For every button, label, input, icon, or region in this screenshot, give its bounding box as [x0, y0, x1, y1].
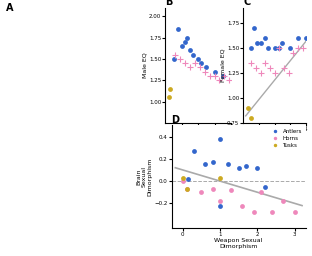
Point — [258, 41, 263, 45]
Point — [178, 57, 183, 61]
Point — [253, 66, 258, 70]
Point — [212, 70, 217, 74]
Point — [291, 51, 296, 55]
Point — [222, 74, 227, 78]
Point — [300, 46, 305, 50]
Point — [196, 57, 201, 61]
Point — [277, 46, 282, 50]
Point — [203, 162, 208, 166]
Point — [272, 71, 277, 75]
Point — [180, 179, 185, 183]
Y-axis label: Female EQ: Female EQ — [221, 48, 226, 82]
Point — [240, 204, 245, 208]
Point — [262, 185, 267, 189]
Point — [207, 74, 212, 78]
Point — [249, 61, 254, 65]
Point — [249, 46, 254, 50]
Point — [303, 36, 308, 40]
Point — [184, 187, 189, 191]
X-axis label: Male WQ: Male WQ — [184, 133, 212, 138]
Point — [220, 74, 225, 78]
Point — [199, 190, 204, 194]
Y-axis label: Male EQ: Male EQ — [143, 52, 148, 78]
Point — [225, 162, 230, 166]
Text: B: B — [165, 0, 173, 7]
Point — [236, 166, 241, 170]
Point — [272, 46, 277, 50]
X-axis label: Weapon Sexual
Dimorphism: Weapon Sexual Dimorphism — [214, 238, 263, 249]
Text: A: A — [6, 3, 14, 13]
Point — [295, 46, 300, 50]
Point — [184, 36, 189, 40]
Point — [197, 65, 202, 69]
Point — [266, 46, 271, 50]
Point — [249, 116, 254, 120]
Point — [210, 160, 215, 164]
Point — [166, 95, 171, 99]
Point — [210, 187, 215, 191]
Point — [176, 27, 181, 31]
Point — [288, 46, 293, 50]
Point — [229, 188, 234, 192]
Point — [212, 74, 217, 78]
Point — [263, 36, 268, 40]
Point — [267, 66, 272, 70]
Text: C: C — [243, 0, 251, 7]
Point — [286, 71, 291, 75]
Point — [259, 190, 264, 194]
Point — [188, 65, 193, 69]
Point — [191, 52, 196, 57]
Point — [217, 204, 222, 208]
Point — [263, 61, 268, 65]
Point — [246, 106, 251, 110]
Point — [171, 57, 176, 61]
Point — [204, 65, 209, 69]
Y-axis label: Brain
Sexual
Dimorphism: Brain Sexual Dimorphism — [136, 157, 153, 196]
Legend: Antlers, Horns, Tusks: Antlers, Horns, Tusks — [269, 128, 303, 149]
Point — [217, 199, 222, 203]
Point — [227, 78, 232, 82]
Point — [281, 199, 286, 203]
Text: D: D — [172, 115, 180, 125]
Point — [202, 70, 207, 74]
Point — [217, 137, 222, 141]
Point — [270, 210, 275, 214]
Point — [295, 36, 300, 40]
Point — [258, 71, 263, 75]
Point — [184, 187, 189, 191]
Point — [292, 210, 297, 214]
Point — [255, 166, 260, 170]
Point — [244, 164, 249, 168]
X-axis label: Male WQ: Male WQ — [261, 133, 289, 138]
Point — [217, 78, 222, 82]
Point — [306, 41, 311, 45]
Point — [186, 177, 191, 181]
Point — [281, 66, 286, 70]
Point — [255, 41, 260, 45]
Point — [179, 44, 184, 48]
Point — [188, 48, 193, 52]
Point — [192, 61, 197, 65]
Point — [251, 210, 256, 214]
Point — [192, 149, 197, 153]
Point — [199, 61, 204, 65]
Point — [217, 176, 222, 180]
Point — [180, 176, 185, 180]
Point — [183, 61, 188, 65]
Point — [183, 40, 188, 44]
Point — [173, 52, 178, 57]
Point — [277, 46, 282, 50]
Point — [168, 87, 173, 91]
Point — [252, 26, 257, 30]
Point — [280, 41, 285, 45]
